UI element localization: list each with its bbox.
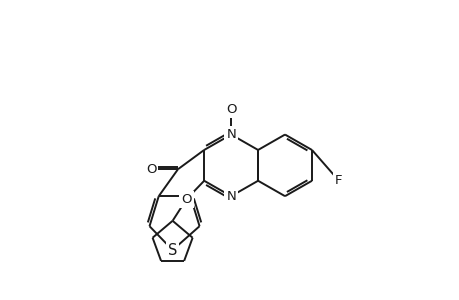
Text: O: O [146,163,156,176]
Text: N: N [226,190,235,203]
Text: N: N [226,128,235,141]
Text: O: O [181,193,191,206]
Text: O: O [225,103,236,116]
Text: F: F [335,174,342,187]
Text: S: S [168,243,177,258]
